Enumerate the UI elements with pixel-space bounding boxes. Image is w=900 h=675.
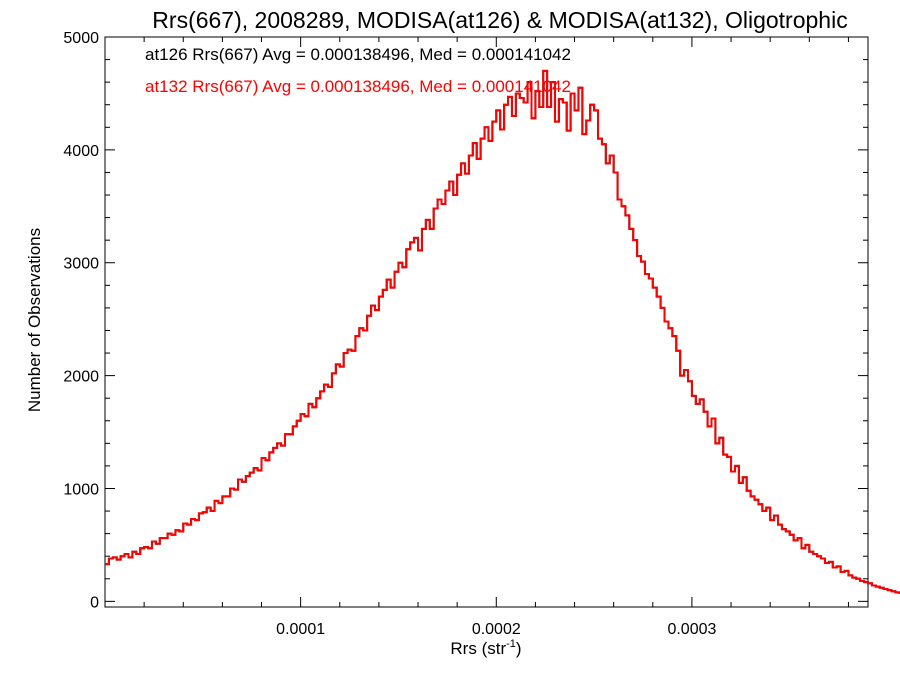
x-axis-label-exponent: -1 xyxy=(506,638,516,650)
histogram-series-at132 xyxy=(105,69,900,594)
x-tick-label: 0.0001 xyxy=(276,621,325,638)
y-tick-label: 5000 xyxy=(63,30,99,47)
x-tick-label: 0.0002 xyxy=(472,621,521,638)
y-tick-label: 4000 xyxy=(63,143,99,160)
y-axis-label: Number of Observations xyxy=(25,228,44,412)
x-axis-ticks: 0.0001 0.0002 0.0003 xyxy=(143,37,849,638)
x-axis-label: Rrs (str-1) xyxy=(450,638,521,658)
series-layer xyxy=(105,69,900,594)
y-tick-label: 2000 xyxy=(63,369,99,386)
annotation-at132: at132 Rrs(667) Avg = 0.000138496, Med = … xyxy=(145,77,571,96)
y-tick-label: 3000 xyxy=(63,256,99,273)
x-axis-label-main: Rrs (str xyxy=(450,639,506,658)
annotation-at126: at126 Rrs(667) Avg = 0.000138496, Med = … xyxy=(145,45,571,64)
histogram-series-at126 xyxy=(105,69,900,594)
x-tick-label: 0.0003 xyxy=(667,621,716,638)
y-tick-label: 0 xyxy=(90,594,99,611)
x-axis-label-close: ) xyxy=(516,639,522,658)
y-tick-label: 1000 xyxy=(63,481,99,498)
chart-title: Rrs(667), 2008289, MODISA(at126) & MODIS… xyxy=(152,7,847,33)
plot-frame xyxy=(104,36,869,608)
y-axis-ticks: 0 1000 2000 3000 4000 5000 xyxy=(63,30,868,611)
